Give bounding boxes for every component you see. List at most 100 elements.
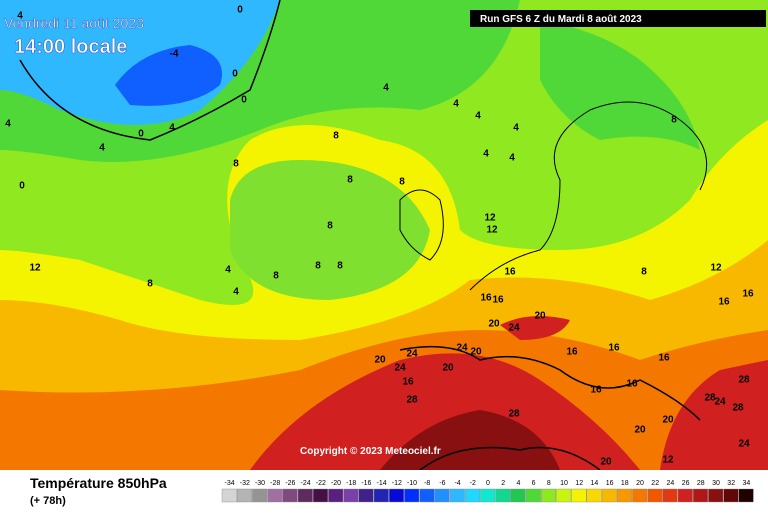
scale-label: -4 [454,480,460,487]
contour-label: 8 [333,131,339,142]
contour-label: 12 [486,225,498,236]
contour-label: 4 [483,149,489,160]
scale-label: -22 [316,480,326,487]
scale-swatch [708,488,724,503]
contour-label: 24 [508,323,520,334]
scale-swatch [221,488,237,503]
coastline [419,446,601,471]
scale-label: 28 [697,480,705,487]
scale-label: 10 [560,480,568,487]
contour-label: 0 [138,129,144,140]
scale-swatch [525,488,541,503]
scale-swatch [313,488,329,503]
contour-label: 4 [233,287,239,298]
contour-label: 0 [237,5,243,16]
legend-title: Température 850hPa [30,475,167,491]
contour-label: 16 [480,293,492,304]
scale-label: -20 [331,480,341,487]
scale-swatch [236,488,252,503]
contour-label: 20 [470,347,482,358]
field-hot-east [660,360,768,470]
field-green-core [230,160,430,300]
scale-swatch [738,488,754,503]
contour-label: 4 [453,99,459,110]
contour-label: 8 [671,115,677,126]
scale-swatch [617,488,633,503]
scale-swatch [465,488,481,503]
scale-label: 30 [712,480,720,487]
scale-label: 14 [591,480,599,487]
scale-swatch [480,488,496,503]
field-scandinavia [540,20,700,150]
contour-label: 28 [508,409,520,420]
contour-label: 20 [634,425,646,436]
scale-swatch [632,488,648,503]
contour-label: 24 [738,439,750,450]
contour-label: 28 [738,375,750,386]
contour-label: 20 [600,457,612,468]
contour-label: 28 [704,393,716,404]
field-hot [250,353,640,470]
scale-label: -34 [225,480,235,487]
contour-label: 0 [19,181,25,192]
contour-label: 12 [29,263,41,274]
contour-label: 8 [273,271,279,282]
contour-label: 8 [233,159,239,170]
scale-label: -18 [346,480,356,487]
scale-label: 18 [621,480,629,487]
contour-label: 8 [347,175,353,186]
coastline [399,189,444,261]
contour-label: 0 [232,69,238,80]
scale-label: -24 [301,480,311,487]
scale-swatch [328,488,344,503]
scale-label: -10 [407,480,417,487]
contour-label: 12 [484,213,496,224]
contour-label: 16 [504,267,516,278]
scale-label: -26 [285,480,295,487]
contour-label: 20 [374,355,386,366]
scale-swatch [662,488,678,503]
scale-label: 26 [682,480,690,487]
valid-time: Vendredi 11 août 2023 [4,15,144,31]
scale-label: 16 [606,480,614,487]
contour-label: 8 [399,177,405,188]
contour-label: 4 [509,153,515,164]
scale-label: 2 [501,480,505,487]
run-box [470,10,766,27]
contour-label: 4 [5,119,11,130]
scale-swatch [586,488,602,503]
contour-label: 4 [225,265,231,276]
scale-swatch [495,488,511,503]
scale-swatch [541,488,557,503]
scale-label: 24 [667,480,675,487]
scale-swatch [510,488,526,503]
scale-swatch [404,488,420,503]
contour-label: 24 [406,349,418,360]
scale-swatch [723,488,739,503]
scale-swatch [373,488,389,503]
contour-label: 20 [662,415,674,426]
contour-label: 4 [475,111,481,122]
contour-label: 16 [626,379,638,390]
scale-swatch [297,488,313,503]
scale-swatch [343,488,359,503]
contour-label: 16 [402,377,414,388]
contour-label: 28 [732,403,744,414]
contour-label: 20 [442,363,454,374]
contour-label: 12 [662,455,674,466]
contour-label: 4 [99,143,105,154]
contour-label: 8 [337,261,343,272]
contour-label: 24 [456,343,468,354]
contour-label: 16 [566,347,578,358]
contour-label: 24 [714,397,726,408]
scale-label: -32 [240,480,250,487]
scale-swatch [647,488,663,503]
coastline [469,101,708,291]
contour-label: 24 [394,363,406,374]
contour-label: 8 [641,267,647,278]
contour-label: 8 [327,221,333,232]
scale-label: -30 [255,480,265,487]
scale-swatch [358,488,374,503]
